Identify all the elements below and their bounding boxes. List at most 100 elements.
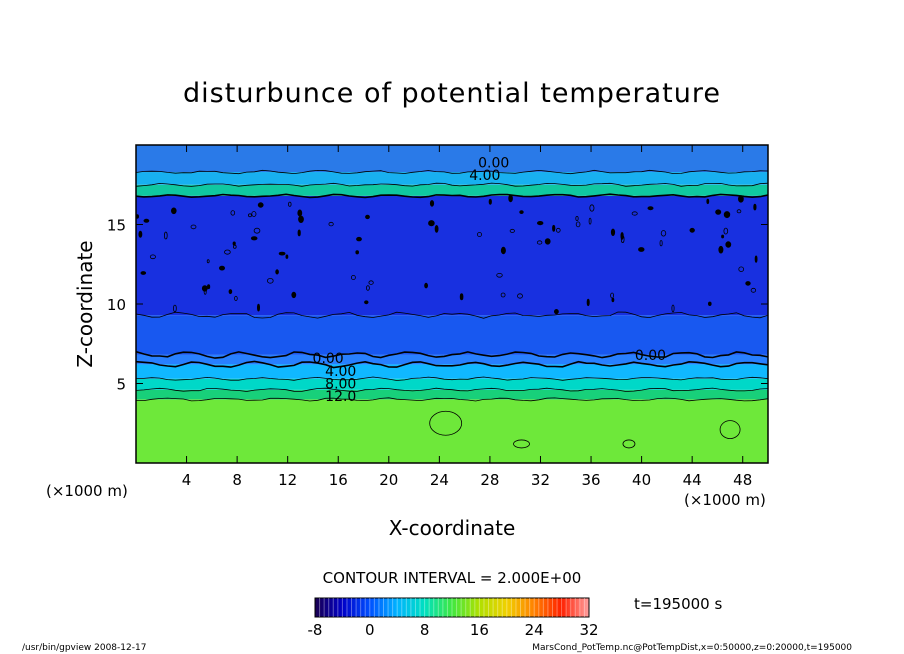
x-tick-label: 20	[379, 471, 398, 489]
contour-blob	[364, 300, 369, 305]
contour-blob	[707, 301, 712, 306]
y-axis-unit: (×1000 m)	[46, 482, 128, 500]
contour-blob	[725, 241, 732, 248]
contour-label: 8.00	[325, 377, 356, 393]
contour-blob	[233, 244, 237, 249]
contour-blob	[232, 241, 236, 246]
contour-blob	[173, 304, 177, 313]
contour-line	[136, 311, 768, 319]
contour-blob	[298, 215, 304, 223]
contour-blob	[251, 211, 257, 217]
contour-blob	[250, 236, 258, 241]
contour-blob	[201, 285, 208, 292]
footer-left: /usr/bin/gpview 2008-12-17	[22, 643, 146, 653]
contour-blob	[190, 224, 197, 230]
contour-line	[136, 360, 768, 369]
contour-line	[136, 376, 768, 381]
contour-blob	[297, 229, 301, 237]
contour-interval-text: CONTOUR INTERVAL = 2.000E+00	[323, 569, 582, 587]
contour-blob	[500, 246, 506, 255]
contour-blob	[143, 218, 150, 223]
y-tick-label: 10	[107, 296, 126, 314]
chart-title: disturbunce of potential temperature	[183, 78, 721, 109]
x-tick-label: 16	[329, 471, 348, 489]
contour-loop	[622, 439, 636, 449]
contour-blob	[297, 209, 303, 217]
contour-loop	[719, 420, 741, 440]
contour-blob	[745, 281, 751, 286]
x-tick-label: 24	[430, 471, 449, 489]
contour-blob	[706, 198, 710, 205]
contour-blob	[266, 277, 274, 284]
heatmap-layer	[136, 399, 768, 463]
contour-blob	[610, 292, 614, 299]
contour-loop	[513, 439, 530, 449]
contour-blob	[256, 303, 260, 312]
contour-blob	[140, 271, 147, 275]
contour-blob	[206, 259, 210, 264]
contour-line	[136, 193, 768, 199]
contour-line	[136, 397, 768, 402]
heatmap-layer	[136, 172, 768, 185]
contour-blob	[723, 227, 729, 235]
x-tick-label: 28	[480, 471, 499, 489]
contour-blob	[350, 274, 356, 280]
contour-loop	[429, 410, 463, 436]
contour-blob	[428, 220, 435, 227]
contour-blob	[736, 209, 742, 214]
colorbar-tick-label: 0	[365, 621, 375, 639]
x-tick-label: 40	[632, 471, 651, 489]
heatmap-layer	[136, 389, 768, 400]
contour-blob	[638, 247, 645, 252]
contour-label: 4.00	[469, 168, 500, 184]
time-label: t=195000 s	[634, 595, 722, 613]
contour-blob	[753, 203, 757, 211]
contour-blob	[754, 255, 758, 263]
contour-line	[136, 182, 768, 187]
y-tick-label: 5	[116, 376, 126, 394]
contour-blob	[434, 224, 439, 233]
x-tick-label: 44	[683, 471, 702, 489]
heatmap-layer	[136, 364, 768, 379]
heatmap-layer	[136, 378, 768, 390]
heatmap-layer	[136, 184, 768, 196]
contour-blob	[611, 297, 615, 303]
contour-line	[136, 350, 768, 359]
contour-blob	[365, 285, 370, 291]
contour-blob	[517, 293, 523, 299]
x-tick-label: 8	[232, 471, 242, 489]
contour-blob	[738, 195, 744, 203]
colorbar-tick-label: 32	[579, 621, 598, 639]
x-tick-label: 12	[278, 471, 297, 489]
contour-blob	[149, 254, 156, 260]
contour-blob	[285, 254, 289, 259]
contour-label: 12.0	[325, 389, 356, 405]
colorbar-tick-label: 24	[525, 621, 544, 639]
contour-label: 0.00	[478, 155, 509, 171]
x-tick-label: 4	[182, 471, 192, 489]
x-axis-unit: (×1000 m)	[684, 491, 766, 509]
heatmap-layer	[136, 195, 768, 316]
heatmap-layers	[136, 145, 768, 463]
contour-blob	[718, 245, 724, 254]
contour-blob	[224, 249, 231, 255]
contour-blob	[230, 210, 236, 216]
contour-blob	[721, 234, 725, 239]
heatmap-layer	[136, 354, 768, 365]
x-axis-label: X-coordinate	[389, 516, 516, 540]
contour-blob	[588, 217, 592, 225]
colorbar-tick-label: -8	[308, 621, 323, 639]
x-tick-label: 36	[581, 471, 600, 489]
contour-blob	[278, 251, 286, 256]
contour-label: 0.00	[313, 351, 344, 367]
contour-blob	[228, 289, 233, 295]
contour-blob	[476, 232, 482, 237]
contour-blob	[488, 198, 492, 205]
contour-blob	[536, 240, 543, 245]
contour-blob	[575, 215, 579, 221]
colorbar-stripes	[319, 598, 585, 617]
contour-blob	[750, 287, 757, 293]
colorbar-tick-label: 16	[470, 621, 489, 639]
contour-blob	[647, 206, 654, 211]
contour-blob	[519, 210, 524, 215]
